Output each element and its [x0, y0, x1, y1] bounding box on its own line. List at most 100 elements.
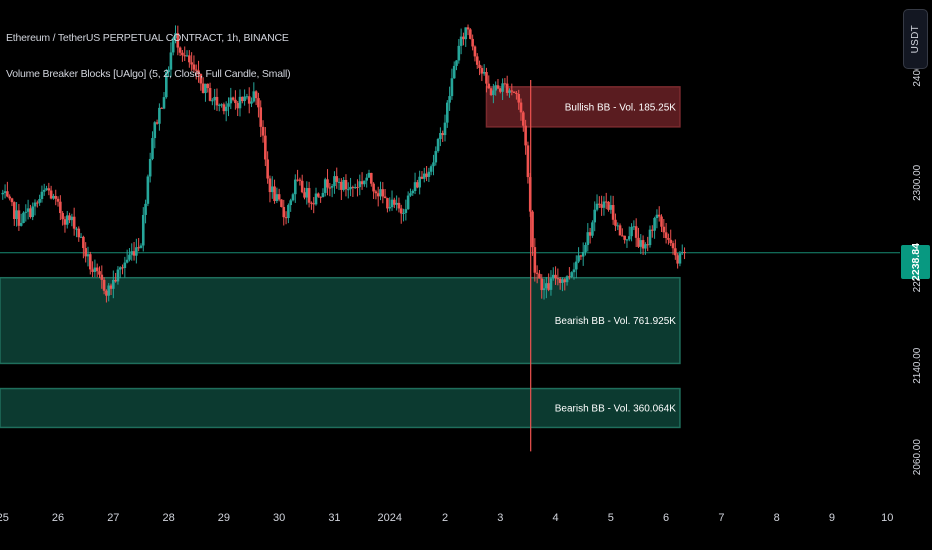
candle-body [526, 145, 530, 178]
candle-body [224, 106, 228, 112]
candle-body [344, 180, 348, 190]
candle-body [600, 204, 603, 208]
candle-body [296, 179, 299, 181]
candle-body [678, 253, 682, 264]
candle-body [12, 202, 16, 219]
candle-body [125, 259, 129, 263]
time-axis[interactable]: 25 26 27 28 29 30 31 2024 2 3 4 5 6 7 8 9 10 [0, 512, 893, 524]
candle-body [485, 72, 488, 84]
candle-body [515, 92, 518, 95]
candle-body [188, 55, 191, 63]
candle-body [535, 272, 539, 274]
candle-body [132, 251, 136, 256]
candle-body [139, 245, 143, 248]
x-tick-label: 31 [328, 512, 340, 524]
candle-body [363, 180, 366, 185]
candle-body [3, 191, 7, 193]
candle-body [351, 186, 355, 188]
candle-body [6, 191, 9, 197]
candle-body [533, 247, 537, 273]
candle-body [498, 88, 502, 92]
candle-body [273, 186, 276, 202]
candle-body [381, 189, 385, 197]
candle-body [625, 239, 629, 241]
candle-body [540, 278, 544, 291]
candle-body [72, 216, 76, 229]
x-tick-label: 26 [52, 512, 64, 524]
candle-body [17, 210, 21, 226]
candle-body [268, 178, 272, 193]
candle-body [63, 219, 67, 225]
candle-body [284, 217, 288, 219]
candle-body [59, 201, 62, 214]
candle-body [607, 201, 610, 210]
candle-body [570, 272, 573, 277]
candle-body [662, 226, 666, 233]
candle-body [577, 255, 580, 262]
candle-body [641, 240, 645, 249]
candle-body [314, 193, 318, 205]
candle-body [68, 215, 71, 221]
candle-body [489, 88, 493, 96]
candle-body [621, 235, 624, 237]
candle-body [222, 104, 226, 112]
candle-body [160, 107, 163, 109]
candle-body [86, 254, 90, 257]
candle-body [556, 278, 560, 280]
y-tick-label: 2140.00 [912, 347, 923, 384]
x-tick-label: 2 [442, 512, 448, 524]
candle-body [469, 29, 472, 39]
indicator-title[interactable]: Volume Breaker Blocks [UAlgo] (5, 2, Clo… [6, 68, 291, 80]
candle-body [581, 251, 585, 257]
candle-body [169, 52, 173, 70]
candle-body [56, 198, 60, 202]
candle-body [291, 194, 295, 201]
candle-body [632, 226, 636, 228]
candle-body [328, 187, 332, 189]
candle-body [655, 214, 659, 219]
candle-body [399, 208, 403, 214]
candle-body [151, 138, 154, 159]
candle-body [254, 91, 258, 99]
currency-button[interactable]: USDT [903, 9, 928, 69]
x-tick-label: 30 [273, 512, 285, 524]
candle-body [257, 98, 260, 108]
last-price-tag: 2238.84 [901, 243, 930, 281]
candle-body [432, 162, 435, 167]
candle-body [448, 96, 451, 103]
candle-body [618, 225, 622, 236]
candle-body [358, 181, 362, 188]
candle-body [648, 229, 652, 246]
candle-body [298, 179, 302, 181]
candle-body [439, 133, 442, 140]
candle-body [376, 193, 380, 197]
candle-body [464, 27, 468, 40]
candle-body [538, 273, 541, 279]
candle-body [266, 159, 269, 179]
candle-body [52, 195, 55, 199]
candle-body [591, 222, 594, 236]
candle-body [434, 151, 438, 163]
candle-body [194, 69, 198, 71]
candle-body [215, 96, 219, 106]
x-tick-label: 4 [552, 512, 558, 524]
candle-body [473, 46, 477, 57]
candle-body [79, 236, 83, 238]
candle-body [250, 101, 253, 104]
candle-body [524, 125, 527, 146]
x-tick-label: 5 [608, 512, 614, 524]
candle-body [588, 232, 592, 236]
candle-body [494, 85, 497, 91]
candle-body [49, 190, 53, 199]
x-tick-label: 10 [881, 512, 893, 524]
candle-body [367, 172, 371, 178]
candle-body [22, 212, 25, 223]
candle-body [123, 262, 127, 269]
candle-body [446, 102, 449, 123]
candle-body [568, 276, 571, 278]
candle-body [623, 235, 626, 240]
candle-body [231, 97, 235, 100]
candle-body [174, 33, 177, 39]
symbol-title[interactable]: Ethereum / TetherUS PERPETUAL CONTRACT, … [6, 32, 289, 44]
